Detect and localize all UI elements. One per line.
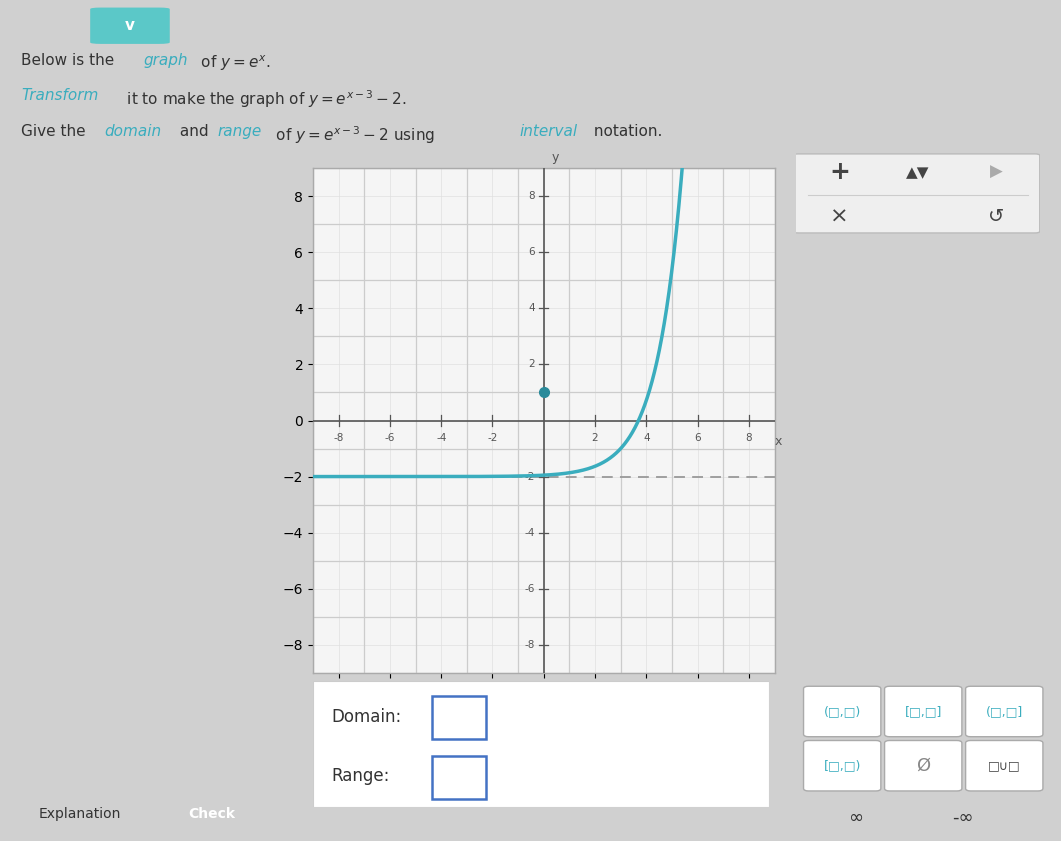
Text: □∪□: □∪□	[988, 759, 1021, 772]
Text: Give the: Give the	[21, 124, 91, 139]
Text: ×: ×	[831, 207, 849, 227]
FancyBboxPatch shape	[803, 741, 881, 791]
Text: -4: -4	[524, 527, 535, 537]
Text: +: +	[830, 161, 850, 184]
Text: Below is the: Below is the	[21, 53, 119, 68]
FancyBboxPatch shape	[966, 686, 1043, 737]
Text: interval: interval	[520, 124, 578, 139]
Text: -8: -8	[333, 433, 344, 443]
FancyBboxPatch shape	[803, 686, 881, 737]
Text: 4: 4	[643, 433, 649, 443]
Text: [□,□]: [□,□]	[905, 705, 942, 718]
Text: 2: 2	[528, 359, 535, 369]
Text: -∞: -∞	[953, 809, 974, 827]
FancyBboxPatch shape	[966, 741, 1043, 791]
Text: Range:: Range:	[331, 767, 389, 785]
Text: [□,□): [□,□)	[823, 759, 860, 772]
Text: range: range	[218, 124, 262, 139]
Text: (□,□]: (□,□]	[986, 705, 1023, 718]
Text: and: and	[175, 124, 213, 139]
Text: v: v	[124, 19, 135, 34]
FancyBboxPatch shape	[794, 154, 1040, 233]
Text: Explanation: Explanation	[38, 807, 121, 821]
Text: 4: 4	[528, 304, 535, 314]
FancyBboxPatch shape	[885, 686, 962, 737]
FancyBboxPatch shape	[432, 696, 486, 739]
Text: Ø: Ø	[916, 757, 930, 775]
Text: ▶: ▶	[990, 163, 1003, 182]
Text: -2: -2	[487, 433, 498, 443]
Text: ▲▼: ▲▼	[906, 165, 929, 180]
Text: it to make the graph of $y=e^{x-3}-2.$: it to make the graph of $y=e^{x-3}-2.$	[122, 87, 406, 109]
Text: domain: domain	[104, 124, 161, 139]
Text: 8: 8	[528, 191, 535, 201]
Text: Check: Check	[189, 807, 236, 821]
Text: 6: 6	[694, 433, 701, 443]
Text: -8: -8	[524, 640, 535, 650]
Text: Domain:: Domain:	[331, 707, 401, 726]
Text: of $y=e^{x-3}-2$ using: of $y=e^{x-3}-2$ using	[271, 124, 436, 145]
Text: 2: 2	[592, 433, 598, 443]
FancyBboxPatch shape	[432, 755, 486, 799]
Text: ∞: ∞	[849, 809, 864, 827]
FancyBboxPatch shape	[90, 8, 170, 44]
FancyBboxPatch shape	[313, 681, 769, 807]
FancyBboxPatch shape	[885, 741, 962, 791]
Text: -6: -6	[385, 433, 395, 443]
Text: Transform: Transform	[21, 87, 99, 103]
Text: 6: 6	[528, 247, 535, 257]
Text: -6: -6	[524, 584, 535, 594]
Text: -4: -4	[436, 433, 447, 443]
Text: x: x	[775, 435, 782, 447]
Text: -2: -2	[524, 472, 535, 482]
Text: graph: graph	[143, 53, 188, 68]
Text: ↺: ↺	[988, 208, 1004, 226]
Text: 8: 8	[746, 433, 752, 443]
Text: notation.: notation.	[589, 124, 662, 139]
Text: of $y=e^{x}$.: of $y=e^{x}$.	[196, 53, 271, 72]
Text: (□,□): (□,□)	[823, 705, 860, 718]
Text: y: y	[552, 151, 559, 164]
